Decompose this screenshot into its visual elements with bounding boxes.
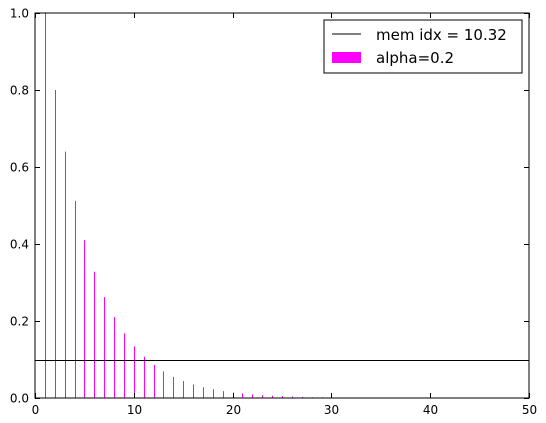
x-ticks-group: 0 10 20 30 40 50 — [32, 13, 537, 417]
plot-frame — [34, 12, 530, 399]
x-tick-label: 20 — [226, 403, 241, 417]
x-tick-label: 10 — [127, 403, 142, 417]
x-tick-label: 30 — [324, 403, 339, 417]
x-tick-label: 50 — [522, 403, 537, 417]
legend-label-series: alpha=0.2 — [376, 49, 454, 67]
legend: mem idx = 10.32 alpha=0.2 — [323, 19, 523, 74]
legend-box — [323, 19, 523, 74]
y-tick-label: 0.0 — [10, 392, 29, 406]
x-tick-label: 40 — [423, 403, 438, 417]
y-tick-label: 0.2 — [10, 315, 29, 329]
stems-group — [45, 13, 382, 398]
y-ticks-group: 0.0 0.2 0.4 0.6 0.8 1.0 — [10, 7, 529, 406]
y-tick-label: 0.8 — [10, 84, 29, 98]
legend-label-hline: mem idx = 10.32 — [376, 26, 507, 44]
legend-patch-swatch — [332, 52, 361, 63]
y-tick-label: 0.6 — [10, 161, 29, 175]
y-tick-label: 1.0 — [10, 7, 29, 21]
y-tick-label: 0.4 — [10, 238, 29, 252]
x-tick-label: 0 — [32, 403, 40, 417]
